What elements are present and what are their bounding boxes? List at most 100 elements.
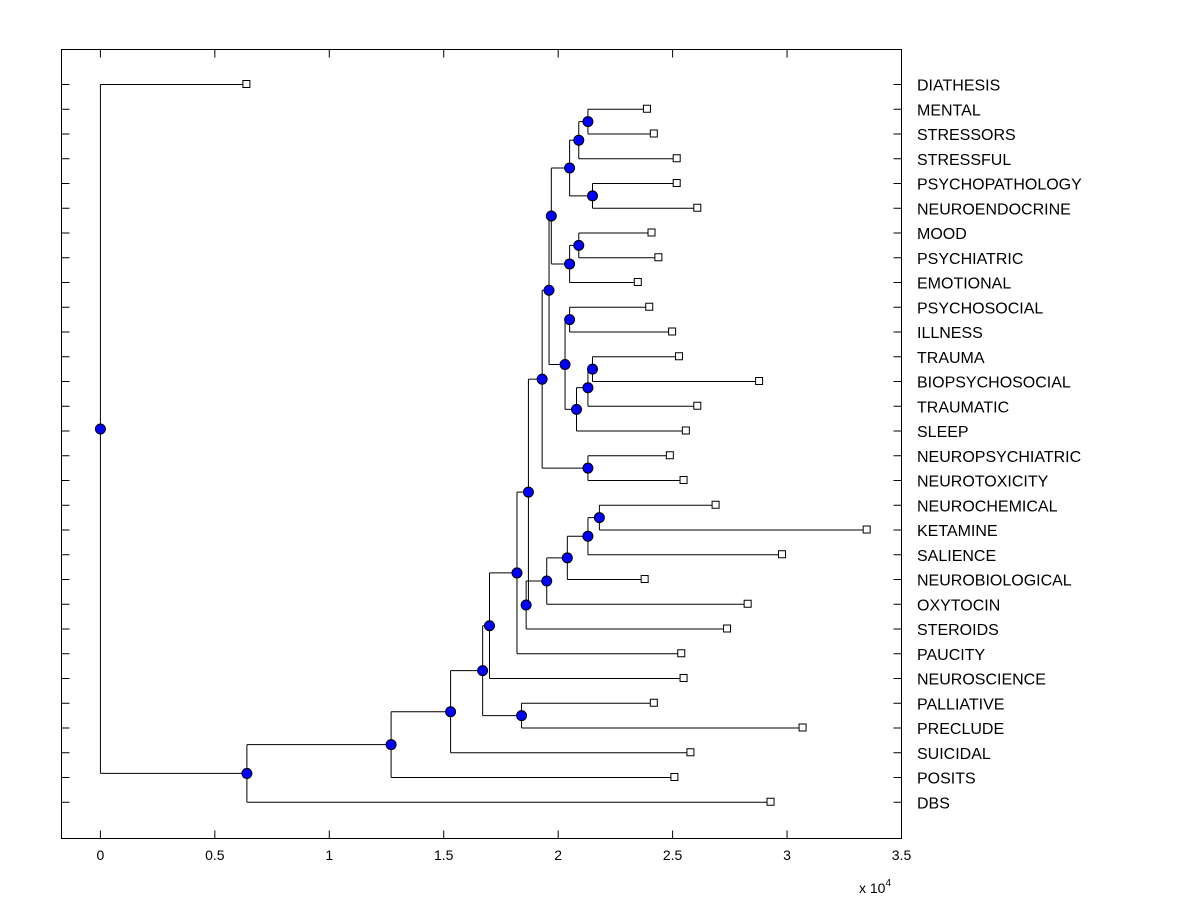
leaf-marker (649, 698, 658, 707)
leaf-label: PSYCHOSOCIAL (917, 300, 1043, 317)
node-marker (582, 530, 594, 542)
leaf-marker (668, 327, 677, 336)
node-marker (582, 382, 594, 394)
node-marker (545, 210, 557, 222)
y-ticks (61, 84, 902, 803)
leaf-marker (674, 352, 683, 361)
leaf-label: ILLNESS (917, 325, 983, 342)
leaf-marker (647, 228, 656, 237)
leaf-marker (777, 550, 786, 559)
leaf-marker (672, 154, 681, 163)
leaf-marker (672, 179, 681, 187)
leaf-marker (798, 723, 807, 732)
leaf-label: TRAUMATIC (917, 399, 1009, 416)
plot-frame (61, 49, 902, 839)
node-marker (564, 258, 576, 270)
leaf-label: PALLIATIVE (917, 696, 1004, 713)
leaf-label: EMOTIONAL (917, 276, 1011, 293)
leaf-labels: DIATHESIS MENTAL STRESSORS STRESSFUL PSYCHOP… (917, 78, 1082, 813)
leaf-marker (640, 575, 649, 583)
leaf-label: STRESSFUL (917, 152, 1011, 169)
node-marker (564, 314, 576, 326)
node-marker (573, 239, 585, 251)
x-tick-label: 3.5 (892, 847, 912, 863)
node-markers (94, 116, 605, 779)
node-marker (593, 512, 605, 524)
leaf-label: MENTAL (917, 102, 981, 119)
leaf-marker (633, 278, 642, 286)
node-marker (570, 403, 582, 415)
node-marker (385, 739, 397, 751)
node-marker (536, 373, 548, 385)
leaf-marker (723, 624, 732, 633)
leaf-marker (755, 377, 764, 385)
leaf-label: POSITS (917, 771, 976, 788)
node-marker (573, 134, 585, 146)
x-tick-label: 3 (783, 847, 791, 863)
leaf-label: PSYCHOPATHOLOGY (917, 177, 1082, 194)
leaf-label: PRECLUDE (917, 721, 1004, 738)
node-marker (94, 423, 106, 435)
leaf-label: NEUROPSYCHIATRIC (917, 449, 1081, 466)
leaf-marker (686, 748, 695, 757)
node-marker (543, 284, 555, 296)
node-marker (516, 710, 528, 722)
node-marker (445, 706, 457, 718)
node-marker (582, 116, 594, 128)
x-multiplier-base: x 10 (859, 880, 886, 896)
leaf-label: TRAUMA (917, 350, 985, 367)
leaf-marker (654, 253, 663, 262)
leaf-marker (766, 797, 775, 806)
node-marker (522, 486, 534, 498)
node-marker (582, 462, 594, 474)
leaf-label: DBS (917, 795, 950, 812)
leaf-label: SALIENCE (917, 548, 996, 565)
leaf-marker (681, 426, 690, 435)
x-tick-label: 1 (325, 847, 333, 863)
node-marker (559, 358, 571, 370)
leaf-label: NEUROCHEMICAL (917, 498, 1058, 515)
x-multiplier-exponent: 4 (885, 878, 891, 889)
node-marker (520, 599, 532, 611)
leaf-marker (642, 104, 651, 113)
leaf-label: BIOPSYCHOSOCIAL (917, 375, 1071, 392)
x-ticks: 0 0.5 1 1.5 2 2.5 3 3.5 (97, 49, 912, 863)
leaf-marker (679, 476, 688, 484)
leaf-label: MOOD (917, 226, 967, 243)
leaf-marker (242, 80, 251, 88)
leaf-marker (665, 451, 674, 460)
leaf-marker (679, 674, 688, 682)
node-marker (587, 190, 599, 202)
leaf-label: NEUROENDOCRINE (917, 201, 1071, 218)
leaf-marker (670, 773, 679, 781)
x-tick-label: 2 (554, 847, 562, 863)
leaf-label: STRESSORS (917, 127, 1016, 144)
leaf-marker (743, 599, 752, 608)
x-tick-label: 2.5 (663, 847, 683, 863)
leaf-label: NEUROBIOLOGICAL (917, 573, 1072, 590)
leaf-label: NEUROSCIENCE (917, 672, 1046, 689)
node-marker (511, 567, 523, 579)
leaf-label: STEROIDS (917, 622, 999, 639)
leaf-label: OXYTOCIN (917, 597, 1000, 614)
node-marker (477, 665, 489, 677)
leaf-label: PSYCHIATRIC (917, 251, 1023, 268)
leaf-label: NEUROTOXICITY (917, 474, 1049, 491)
node-marker (564, 162, 576, 174)
node-marker (587, 363, 599, 375)
leaf-label: PAUCITY (917, 647, 985, 664)
leaf-marker (677, 649, 686, 658)
leaf-label: DIATHESIS (917, 78, 1000, 95)
node-marker (561, 552, 573, 564)
leaf-marker (649, 129, 658, 138)
node-marker (484, 620, 496, 632)
leaf-markers (242, 80, 871, 806)
leaf-marker (711, 500, 720, 509)
leaf-marker (862, 525, 871, 534)
x-tick-label: 1.5 (434, 847, 454, 863)
x-tick-label: 0 (97, 847, 105, 863)
x-tick-label: 0.5 (205, 847, 225, 863)
leaf-marker (645, 302, 654, 311)
x-multiplier-label: x 104 (859, 878, 891, 896)
